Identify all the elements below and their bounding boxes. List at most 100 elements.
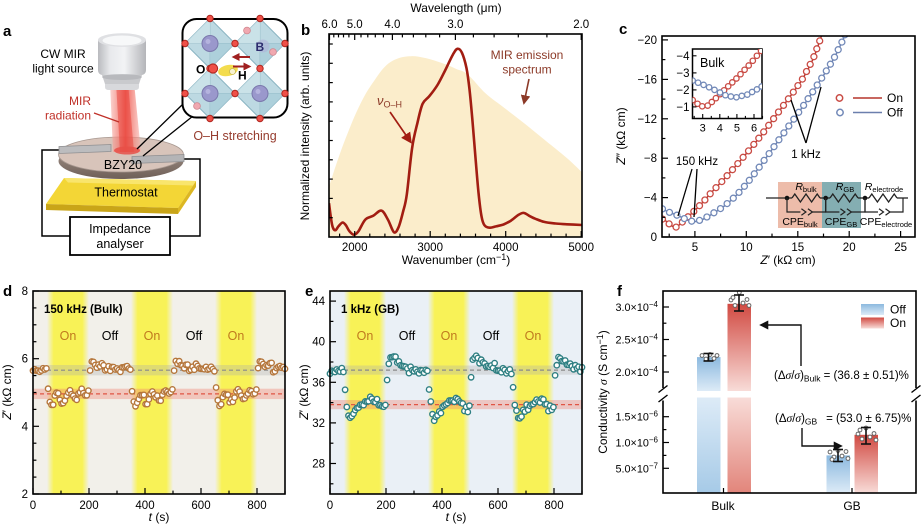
svg-text:radiation: radiation [45, 109, 91, 123]
svg-text:600: 600 [488, 500, 507, 512]
svg-text:200: 200 [79, 500, 98, 512]
svg-text:Conductivity σ (S cm−1): Conductivity σ (S cm−1) [595, 330, 610, 454]
svg-text:t (s): t (s) [149, 510, 170, 524]
svg-text:−2: −2 [676, 85, 689, 97]
svg-text:Off: Off [102, 329, 119, 343]
svg-text:Relectrode: Relectrode [865, 181, 903, 194]
svg-text:400: 400 [135, 500, 154, 512]
svg-text:1.0×10−6: 1.0×10−6 [616, 436, 659, 450]
svg-text:On: On [887, 91, 903, 105]
svg-text:1.5×10−6: 1.5×10−6 [616, 410, 659, 424]
svg-text:800: 800 [247, 500, 266, 512]
svg-text:2.5×10−4: 2.5×10−4 [616, 333, 659, 347]
svg-text:MIR: MIR [69, 94, 91, 108]
svg-text:Z′ (kΩ cm): Z′ (kΩ cm) [297, 364, 311, 420]
svg-text:5.0×10−7: 5.0×10−7 [616, 461, 659, 475]
svg-text:RGB: RGB [836, 181, 854, 194]
svg-text:150 kHz (Bulk): 150 kHz (Bulk) [44, 304, 123, 316]
svg-text:CW MIR: CW MIR [40, 47, 86, 61]
svg-text:CPEGB: CPEGB [825, 216, 857, 229]
svg-text:CPEbulk: CPEbulk [782, 216, 818, 229]
svg-text:MIR emission: MIR emission [491, 48, 564, 62]
svg-text:(Δσ/σ)Bulk = (36.8 ± 0.51)%: (Δσ/σ)Bulk = (36.8 ± 0.51)% [774, 370, 909, 384]
svg-text:0: 0 [327, 500, 333, 512]
svg-text:Normalized intensity (arb. uni: Normalized intensity (arb. units) [298, 52, 312, 221]
svg-text:6: 6 [751, 123, 757, 135]
svg-text:6: 6 [22, 354, 28, 366]
svg-text:Bulk: Bulk [711, 499, 735, 513]
svg-text:32: 32 [312, 418, 325, 430]
svg-text:400: 400 [432, 500, 451, 512]
svg-text:−8: −8 [644, 153, 657, 165]
svg-text:d: d [3, 283, 12, 300]
svg-text:Z′ (kΩ cm): Z′ (kΩ cm) [759, 253, 815, 267]
svg-text:a: a [3, 23, 12, 40]
svg-text:H: H [238, 69, 247, 83]
svg-text:2: 2 [22, 489, 28, 501]
svg-text:5000: 5000 [568, 242, 594, 254]
svg-text:On: On [228, 329, 245, 343]
svg-text:On: On [357, 329, 374, 343]
svg-text:b: b [301, 22, 310, 39]
svg-text:1 kHz (GB): 1 kHz (GB) [341, 304, 399, 316]
svg-text:Off: Off [399, 329, 416, 343]
svg-text:Bulk: Bulk [700, 56, 725, 70]
svg-text:On: On [525, 329, 542, 343]
svg-text:150 kHz: 150 kHz [676, 156, 718, 168]
svg-text:O: O [196, 63, 205, 77]
svg-text:3.0×10−4: 3.0×10−4 [616, 300, 659, 314]
svg-text:25: 25 [894, 242, 907, 254]
svg-text:200: 200 [376, 500, 395, 512]
svg-text:4: 4 [717, 123, 723, 135]
svg-text:Z″ (kΩ cm): Z″ (kΩ cm) [614, 107, 628, 165]
svg-text:6.0: 6.0 [322, 19, 338, 31]
svg-text:e: e [305, 283, 313, 300]
svg-text:On: On [441, 329, 458, 343]
svg-text:f: f [617, 283, 623, 300]
svg-text:3000: 3000 [417, 242, 443, 254]
svg-text:5: 5 [692, 242, 698, 254]
svg-text:Wavelength (μm): Wavelength (μm) [410, 1, 501, 15]
svg-text:light source: light source [32, 62, 94, 76]
svg-text:2.0: 2.0 [573, 19, 589, 31]
svg-text:(Δσ/σ)GB = (53.0 ± 6.75)%: (Δσ/σ)GB = (53.0 ± 6.75)% [775, 413, 911, 427]
svg-text:1 kHz: 1 kHz [791, 149, 821, 161]
svg-text:Off: Off [887, 106, 903, 120]
svg-text:spectrum: spectrum [502, 63, 551, 77]
svg-text:28: 28 [312, 459, 325, 471]
svg-text:BZY20: BZY20 [104, 158, 142, 172]
svg-text:600: 600 [191, 500, 210, 512]
svg-text:15: 15 [791, 242, 804, 254]
svg-text:−12: −12 [637, 114, 657, 126]
svg-text:3.0: 3.0 [447, 19, 463, 31]
svg-text:−4: −4 [644, 193, 658, 205]
svg-text:B: B [256, 40, 265, 54]
svg-text:800: 800 [544, 500, 563, 512]
svg-text:4000: 4000 [493, 242, 519, 254]
svg-text:Off: Off [186, 329, 203, 343]
svg-text:4: 4 [22, 421, 29, 433]
svg-text:10: 10 [740, 242, 753, 254]
svg-text:On: On [890, 316, 906, 330]
svg-text:Wavenumber (cm−1): Wavenumber (cm−1) [402, 252, 511, 267]
svg-text:Impedance: Impedance [89, 222, 151, 236]
svg-text:analyser: analyser [96, 237, 143, 251]
svg-text:2000: 2000 [342, 242, 368, 254]
svg-text:GB: GB [843, 499, 860, 513]
svg-text:t (s): t (s) [446, 510, 467, 524]
svg-text:5.0: 5.0 [347, 19, 363, 31]
svg-text:3: 3 [700, 123, 706, 135]
svg-text:0: 0 [651, 232, 657, 244]
svg-text:0: 0 [30, 500, 36, 512]
svg-text:CPEelectrode: CPEelectrode [860, 216, 912, 229]
svg-text:c: c [619, 21, 627, 38]
svg-text:Off: Off [483, 329, 500, 343]
svg-text:On: On [144, 329, 161, 343]
svg-text:8: 8 [22, 286, 28, 298]
svg-text:2.0×10−4: 2.0×10−4 [616, 365, 659, 379]
svg-text:Thermostat: Thermostat [94, 186, 158, 200]
svg-text:Off: Off [890, 303, 906, 317]
svg-text:−4: −4 [676, 51, 690, 63]
svg-text:−16: −16 [637, 74, 657, 86]
svg-text:4.0: 4.0 [384, 19, 400, 31]
